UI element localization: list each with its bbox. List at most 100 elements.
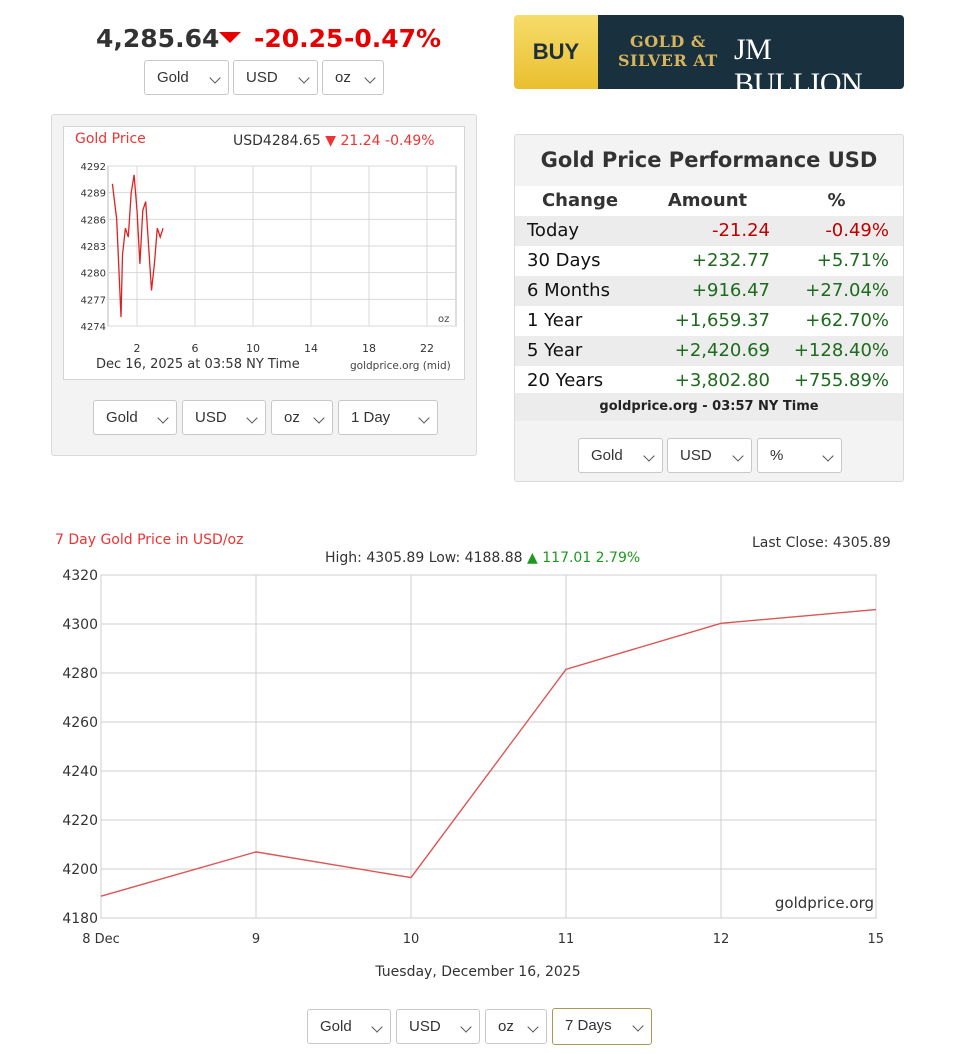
ad-tagline-line2: SILVER AT <box>618 51 718 70</box>
chevron-down-icon <box>822 450 834 462</box>
big-currency-select-value: USD <box>409 1018 441 1035</box>
header-unit-select[interactable]: oz <box>322 60 384 95</box>
table-row: 6 Months +916.47 +27.04% <box>515 276 903 306</box>
big-x-tick-label: 11 <box>558 932 575 947</box>
row-period: 20 Years <box>527 370 604 391</box>
perf-metal-select-value: Gold <box>591 447 623 464</box>
ad-tagline-line1: GOLD & <box>630 32 706 51</box>
big-chart-date: Tuesday, December 16, 2025 <box>375 964 581 980</box>
perf-mode-select[interactable]: % <box>757 438 842 473</box>
mini-range-select[interactable]: 1 Day <box>338 400 438 435</box>
mini-chart-source: goldprice.org (mid) <box>350 360 451 372</box>
big-chart-change: 117.01 2.79% <box>542 550 641 566</box>
big-currency-select[interactable]: USD <box>396 1009 480 1044</box>
big-price-line <box>100 608 877 897</box>
big-x-tick-label: 10 <box>403 932 420 947</box>
perf-currency-select-value: USD <box>680 447 712 464</box>
mini-x-tick-label: 18 <box>362 342 376 355</box>
header-currency-select-value: USD <box>246 69 278 86</box>
big-chart-high-low: High: 4305.89 Low: 4188.88 ▲ 117.01 2.79… <box>325 550 640 566</box>
perf-mode-select-value: % <box>770 447 784 464</box>
table-row: 1 Year +1,659.37 +62.70% <box>515 306 903 336</box>
mini-chart-plot: 2 6 10 14 18 22 4274 4277 4280 4283 4286 4289 4292 <box>81 162 457 355</box>
big-x-tick-label: 8 Dec <box>82 932 120 947</box>
big-y-tick-label: 4280 <box>62 666 98 682</box>
mini-chart-unit: oz <box>438 314 450 325</box>
chevron-down-icon <box>246 412 258 424</box>
header-currency-select[interactable]: USD <box>233 60 318 95</box>
big-metal-select-value: Gold <box>320 1018 352 1035</box>
big-unit-select[interactable]: oz <box>485 1009 547 1044</box>
big-y-tick-label: 4200 <box>62 862 98 878</box>
row-period: 5 Year <box>527 340 583 361</box>
row-percent: -0.49% <box>825 220 889 241</box>
mini-chart-date: Dec 16, 2025 at 03:58 NY Time <box>96 357 300 372</box>
mini-range-select-value: 1 Day <box>351 409 391 426</box>
big-y-tick-label: 4320 <box>62 568 98 584</box>
big-chart-high-low-text: High: 4305.89 Low: 4188.88 <box>325 550 523 566</box>
ad-tagline: GOLD & SILVER AT <box>618 32 718 70</box>
mini-chart-title: Gold Price <box>75 131 146 147</box>
header-metal-select[interactable]: Gold <box>144 60 229 95</box>
row-amount: +3,802.80 <box>674 370 770 391</box>
perf-currency-select[interactable]: USD <box>667 438 752 473</box>
perf-metal-select[interactable]: Gold <box>578 438 663 473</box>
ad-buy-label: BUY <box>514 15 598 89</box>
chevron-down-icon <box>313 412 325 424</box>
mini-y-tick-label: 4274 <box>81 322 106 333</box>
big-y-tick-label: 4220 <box>62 813 98 829</box>
big-y-tick-label: 4300 <box>62 617 98 633</box>
big-y-tick-label: 4240 <box>62 764 98 780</box>
current-price: 4,285.64 <box>96 24 220 53</box>
mini-metal-select[interactable]: Gold <box>93 400 177 435</box>
chevron-down-icon <box>632 1020 644 1032</box>
big-chart-watermark: goldprice.org <box>775 894 874 912</box>
chevron-down-icon <box>460 1021 472 1033</box>
row-amount: +1,659.37 <box>674 310 770 331</box>
big-x-tick-label: 15 <box>867 932 884 947</box>
ad-brand-panel: GOLD & SILVER AT JM BULLION <box>598 15 904 89</box>
chevron-down-icon <box>732 450 744 462</box>
header-percent: % <box>827 190 846 211</box>
mini-y-tick-label: 4289 <box>81 189 106 200</box>
mini-chart-quote-price: USD4284.65 <box>233 133 321 149</box>
row-period: 6 Months <box>527 280 610 301</box>
mini-unit-select[interactable]: oz <box>271 400 333 435</box>
up-triangle-icon: ▲ <box>527 550 538 566</box>
performance-table: Change Amount % Today -21.24 -0.49% 30 D… <box>515 186 903 396</box>
row-percent: +5.71% <box>816 250 889 271</box>
mini-y-tick-label: 4280 <box>81 269 106 280</box>
chevron-down-icon <box>418 412 430 424</box>
chevron-down-icon <box>157 412 169 424</box>
header-amount: Amount <box>667 190 748 211</box>
performance-source: goldprice.org - 03:57 NY Time <box>515 393 903 421</box>
chevron-down-icon <box>643 450 655 462</box>
big-range-select[interactable]: 7 Days <box>552 1008 652 1045</box>
price-change: -20.25 <box>254 24 344 53</box>
big-unit-select-value: oz <box>498 1018 514 1035</box>
mini-y-tick-label: 4283 <box>81 242 106 253</box>
jm-bullion-ad-banner[interactable]: BUY GOLD & SILVER AT JM BULLION <box>514 15 904 89</box>
mini-unit-select-value: oz <box>284 409 300 426</box>
big-x-tick-label: 9 <box>252 932 260 947</box>
mini-chart-quote: USD4284.65 ▼ 21.24 -0.49% <box>233 133 435 149</box>
big-x-tick-label: 12 <box>713 932 730 947</box>
chevron-down-icon <box>371 1021 383 1033</box>
mini-x-tick-label: 14 <box>304 342 318 355</box>
mini-y-tick-label: 4286 <box>81 215 106 226</box>
chevron-down-icon <box>527 1021 539 1033</box>
mini-currency-select[interactable]: USD <box>182 400 266 435</box>
header-unit-select-value: oz <box>335 69 351 86</box>
mini-x-tick-label: 6 <box>192 342 199 355</box>
row-period: Today <box>527 220 580 241</box>
row-percent: +27.04% <box>805 280 889 301</box>
header-metal-select-value: Gold <box>157 69 189 86</box>
performance-rows: Today -21.24 -0.49% 30 Days +232.77 +5.7… <box>515 216 903 396</box>
chevron-down-icon <box>298 72 310 84</box>
down-triangle-icon <box>219 32 241 43</box>
ad-brand-logo: JM BULLION <box>734 33 863 89</box>
row-period: 30 Days <box>527 250 601 271</box>
chevron-down-icon <box>209 72 221 84</box>
mini-down-triangle-icon: ▼ <box>325 133 337 149</box>
big-metal-select[interactable]: Gold <box>307 1009 391 1044</box>
